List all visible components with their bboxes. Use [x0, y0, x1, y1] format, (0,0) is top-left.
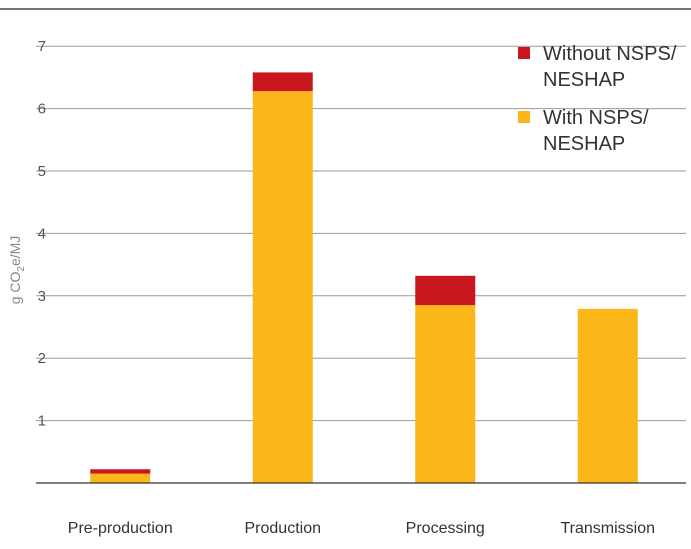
- x-category-label: Transmission: [560, 520, 655, 537]
- legend-label: NESHAP: [543, 69, 625, 91]
- y-tick-label: 6: [38, 101, 46, 118]
- bar-segment: [415, 305, 476, 483]
- y-axis-label-part: e/MJ: [7, 236, 23, 266]
- y-tick-label: 4: [38, 225, 46, 242]
- bar-segment: [415, 275, 476, 306]
- bar-segment: [90, 473, 151, 483]
- bar-segment: [252, 72, 313, 92]
- y-tick-label: 5: [38, 163, 46, 180]
- x-category-label: Pre-production: [68, 520, 173, 537]
- y-tick-label: 7: [38, 38, 46, 55]
- y-tick-label: 2: [38, 350, 46, 367]
- bar-segment: [577, 308, 638, 483]
- y-tick-label: 1: [38, 413, 46, 430]
- legend-label: Without NSPS/: [543, 43, 677, 65]
- legend-swatch: [518, 111, 530, 123]
- y-tick-label: 3: [38, 288, 46, 305]
- y-axis-label-subscript: 2: [16, 266, 27, 272]
- legend: Without NSPS/NESHAP With NSPS/NESHAP: [518, 43, 677, 155]
- legend-swatch: [518, 47, 530, 59]
- bar-segment: [252, 91, 313, 484]
- legend-label: With NSPS/: [543, 107, 649, 129]
- y-axis-label: g CO2e/MJ: [7, 236, 27, 305]
- bar-segment: [90, 469, 151, 474]
- y-axis-label-part: g CO: [7, 272, 23, 305]
- x-category-label: Production: [245, 520, 322, 537]
- legend-label: NESHAP: [543, 133, 625, 155]
- x-category-label: Processing: [406, 520, 485, 537]
